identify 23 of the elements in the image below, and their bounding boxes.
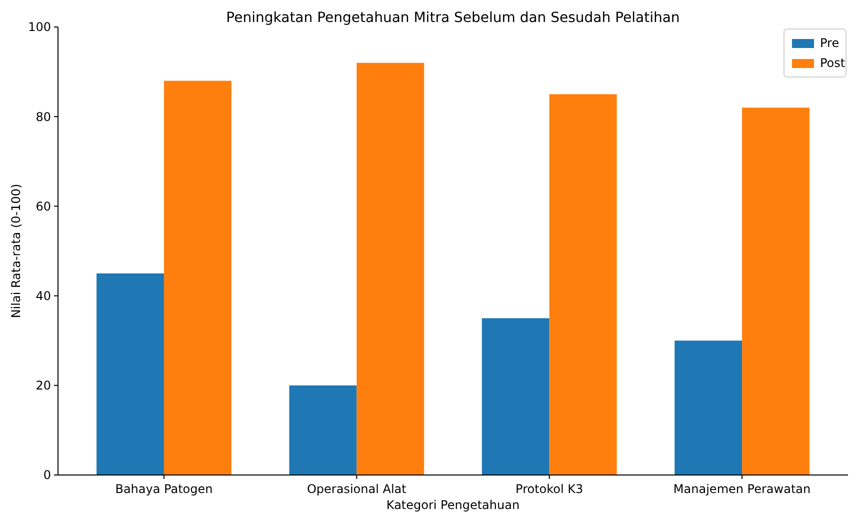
bar — [164, 80, 232, 475]
y-tick-label: 60 — [36, 199, 51, 214]
bar — [289, 385, 357, 475]
bar — [674, 340, 742, 475]
legend-label: Pre — [820, 36, 840, 50]
chart-title: Peningkatan Pengetahuan Mitra Sebelum dan Sesudah Pelatihan — [226, 10, 680, 26]
y-tick-label: 20 — [36, 378, 51, 393]
x-tick-label: Protokol K3 — [516, 482, 584, 496]
x-tick-label: Manajemen Perawatan — [673, 482, 811, 496]
y-axis-title: Nilai Rata-rata (0-100) — [9, 184, 23, 318]
bar — [742, 108, 810, 475]
bar — [549, 94, 617, 475]
bar — [482, 318, 550, 475]
y-tick-label: 40 — [36, 289, 51, 303]
legend-label: Post — [820, 56, 846, 70]
y-tick-label: 100 — [28, 20, 51, 34]
x-tick-label: Operasional Alat — [306, 482, 407, 496]
bar — [96, 273, 164, 475]
y-tick-label: 80 — [36, 110, 51, 124]
y-tick-label: 0 — [43, 468, 51, 482]
bar — [356, 62, 424, 475]
x-axis-title: Kategori Pengetahuan — [386, 498, 520, 512]
x-tick-label: Bahaya Patogen — [115, 482, 213, 496]
